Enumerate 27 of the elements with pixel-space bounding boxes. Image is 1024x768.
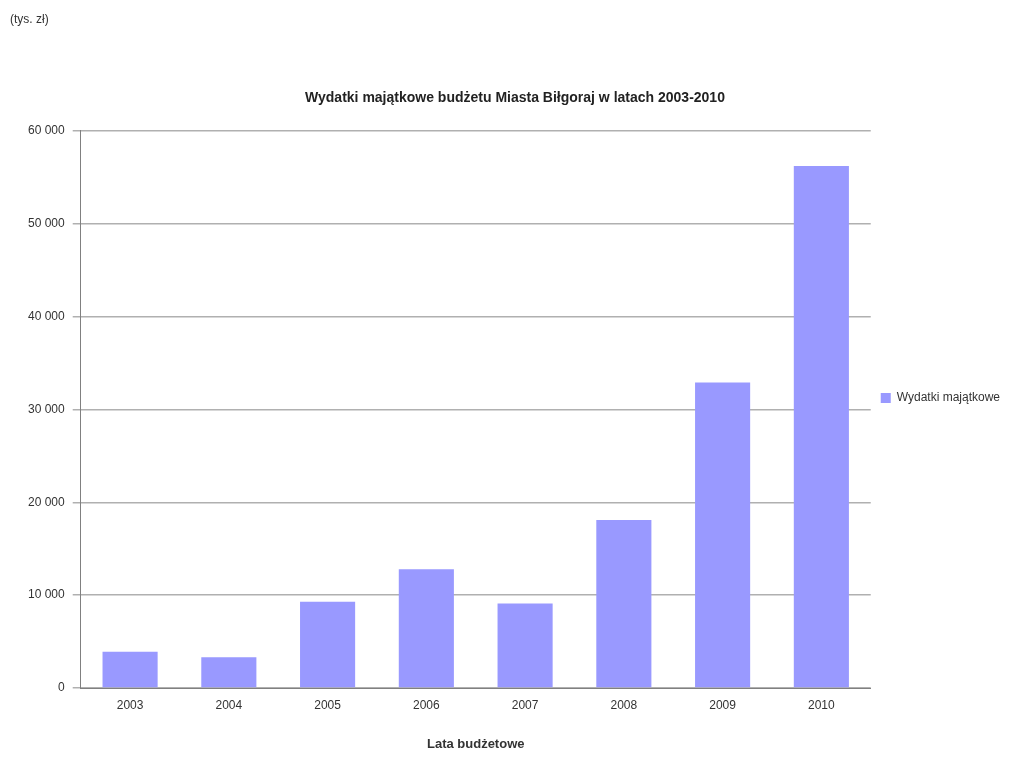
bar [695,382,751,688]
x-tick-label: 2009 [709,697,737,712]
bar [596,519,652,688]
x-tick-label: 2008 [610,697,638,712]
y-tick-label: 60 000 [28,123,66,138]
x-tick-label: 2006 [412,697,441,712]
x-tick-label: 2004 [215,697,243,712]
legend-label: Wydatki majątkowe [896,390,1001,405]
bar [201,657,257,688]
text: (tys. zł) [10,12,49,27]
x-tick-label: 2005 [314,697,342,712]
y-tick-label: 20 000 [28,494,66,509]
x-axis-title: Lata budżetowe [426,735,525,751]
bar [102,651,158,688]
y-tick-label: 40 000 [28,308,66,323]
y-tick-label: 10 000 [28,587,66,602]
bar [300,601,356,688]
x-tick-label: 2007 [511,697,539,712]
chart-title: Wydatki majątkowe budżetu Miasta Biłgoraj w latach 2003-2010 [305,89,726,106]
y-tick-label: 0 [58,680,66,695]
bar [793,166,849,688]
bar [398,569,454,688]
x-tick-label: 2010 [808,697,836,712]
x-tick-label: 2003 [116,697,144,712]
y-tick-label: 50 000 [28,215,66,230]
bar [497,603,553,688]
y-tick-label: 30 000 [28,401,66,416]
